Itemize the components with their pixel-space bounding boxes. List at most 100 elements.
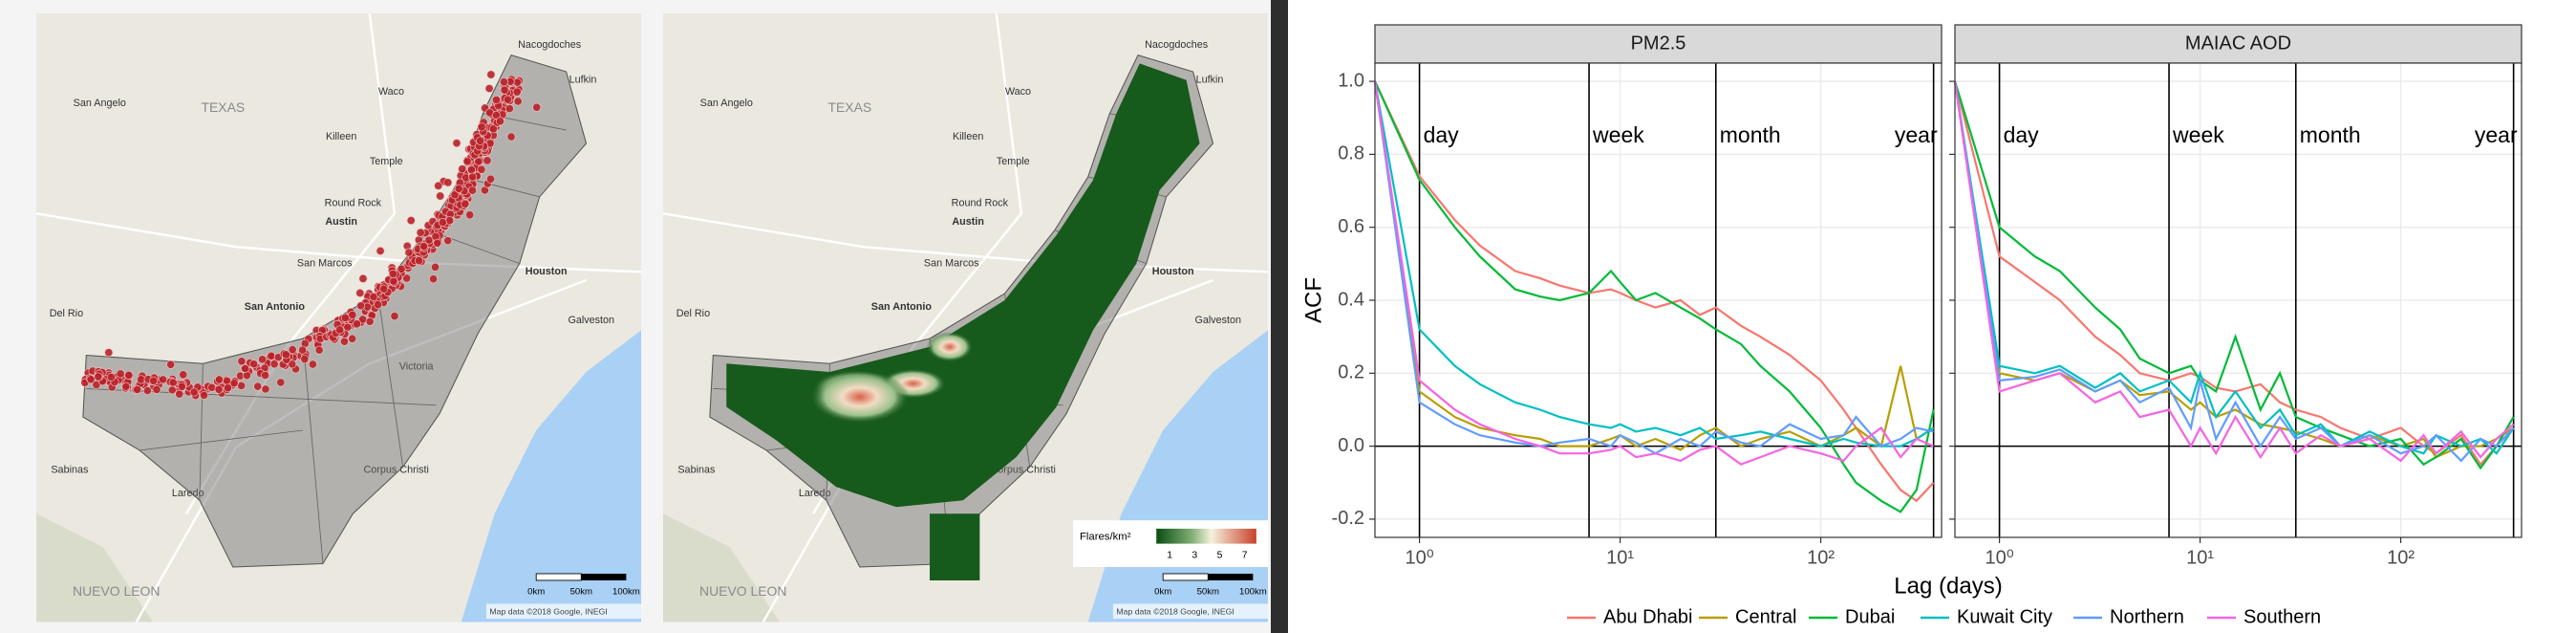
scale-label: 0km <box>527 587 545 598</box>
scale-label: 50km <box>570 587 592 598</box>
flare-dot <box>397 264 406 273</box>
flare-dot <box>152 384 161 394</box>
scale-label: 100km <box>1239 587 1267 598</box>
flare-dot <box>402 273 412 283</box>
x-tick-label: 10⁰ <box>1985 547 2013 568</box>
flare-dot <box>276 378 286 387</box>
panel-border <box>1954 62 2522 538</box>
relief <box>36 513 154 622</box>
flare-dot <box>485 174 496 184</box>
road <box>184 13 397 514</box>
place-label: NUEVO LEON <box>699 583 786 599</box>
flare-dot <box>477 164 486 174</box>
flare-dot <box>339 337 350 346</box>
place-label: Galveston <box>568 315 614 326</box>
place-label: Waco <box>1005 86 1031 98</box>
flare-dot <box>488 124 498 134</box>
place-label: Killeen <box>953 131 983 142</box>
flare-dot <box>503 95 513 104</box>
map-layer: TEXAS San Angelo Waco Killeen Temple Round Ro… <box>663 13 1269 622</box>
flare-dot <box>104 348 114 358</box>
series-line <box>1373 80 1935 451</box>
attribution: Map data ©2018 Google, INEGI <box>489 606 608 616</box>
map: TEXAS San Angelo Waco Killeen Temple Round Ro… <box>663 13 1269 622</box>
flare-dot <box>467 186 478 195</box>
place-label: Sabinas <box>677 465 716 476</box>
place-label: San Antonio <box>871 301 933 313</box>
flare-dot <box>532 102 542 112</box>
legend-label: Abu Dhabi <box>1603 606 1692 627</box>
flare-dot <box>237 357 247 366</box>
legend-label: Northern <box>2110 606 2184 627</box>
annotation-label: year <box>2475 122 2518 147</box>
flare-dot <box>474 157 483 166</box>
flare-dot <box>253 382 263 391</box>
flare-dot <box>504 104 514 114</box>
flare-dot <box>149 376 159 385</box>
y-tick-label: 0.4 <box>1338 289 1364 310</box>
road <box>135 278 587 622</box>
flare-dot <box>495 117 504 126</box>
series-line <box>1373 80 1935 513</box>
flare-dot <box>142 386 152 396</box>
county-border <box>302 338 324 564</box>
annotation-label: month <box>2300 122 2361 147</box>
flare-dot <box>348 334 357 343</box>
flare-dot <box>124 370 134 380</box>
flare-dot <box>512 77 523 87</box>
y-tick-label: 1.0 <box>1338 70 1364 91</box>
scale-bar-white <box>1162 573 1209 581</box>
flare-dot <box>477 122 486 132</box>
annotation-label: week <box>1592 122 1644 147</box>
y-tick-label: 0.2 <box>1338 362 1364 383</box>
x-axis-label: Lag (days) <box>1894 573 2002 599</box>
flare-dot <box>424 235 434 245</box>
series-line <box>1373 80 1935 466</box>
place-label: Waco <box>378 86 404 98</box>
flare-dot <box>406 216 416 226</box>
flare-dot <box>355 288 365 297</box>
flare-dot <box>353 319 362 329</box>
flare-dot <box>249 360 259 369</box>
place-label: Temple <box>370 156 403 167</box>
flare-dot <box>175 389 184 399</box>
county-border <box>140 429 304 451</box>
flare-dot <box>389 276 398 286</box>
legend-label: Central <box>1735 606 1796 627</box>
flare-dot <box>121 382 131 391</box>
flare-dot <box>106 372 116 382</box>
flare-dot <box>374 300 383 310</box>
y-tick-label: 0.0 <box>1338 435 1364 456</box>
ocean <box>461 330 642 622</box>
flare-dot <box>189 387 199 397</box>
x-tick-label: 10¹ <box>2186 547 2214 568</box>
flare-dot <box>443 236 453 246</box>
flare-dot <box>261 371 270 381</box>
facet-panel: PM2.5 10⁰ 10¹ 10² day week month year <box>1369 24 1943 568</box>
place-label: Round Rock <box>952 198 1009 209</box>
series-line <box>1373 80 1934 455</box>
flare-dot <box>465 210 475 220</box>
series-line <box>1953 80 2515 470</box>
flare-dot <box>436 191 445 201</box>
road <box>36 212 642 273</box>
place-label: San Antonio <box>245 301 306 313</box>
flare-dot <box>116 369 125 379</box>
flare-dot <box>314 345 324 355</box>
place-label: Corpus Christi <box>991 465 1056 476</box>
flare-dot <box>491 95 501 105</box>
flare-dot <box>513 97 523 106</box>
place-label: Killeen <box>326 131 356 142</box>
place-label: Austin <box>325 216 357 228</box>
flare-dot <box>462 157 472 166</box>
flare-dot <box>358 273 368 283</box>
legend-label: Kuwait City <box>1957 606 2052 627</box>
attribution: Map data ©2018 Google, INEGI <box>1116 606 1234 616</box>
strip <box>1374 24 1943 64</box>
place-label: Austin <box>952 216 984 228</box>
series-line <box>1373 80 1935 447</box>
y-tick-label: 0.8 <box>1338 143 1364 164</box>
flare-dot <box>167 385 177 395</box>
flare-dot <box>458 164 467 174</box>
